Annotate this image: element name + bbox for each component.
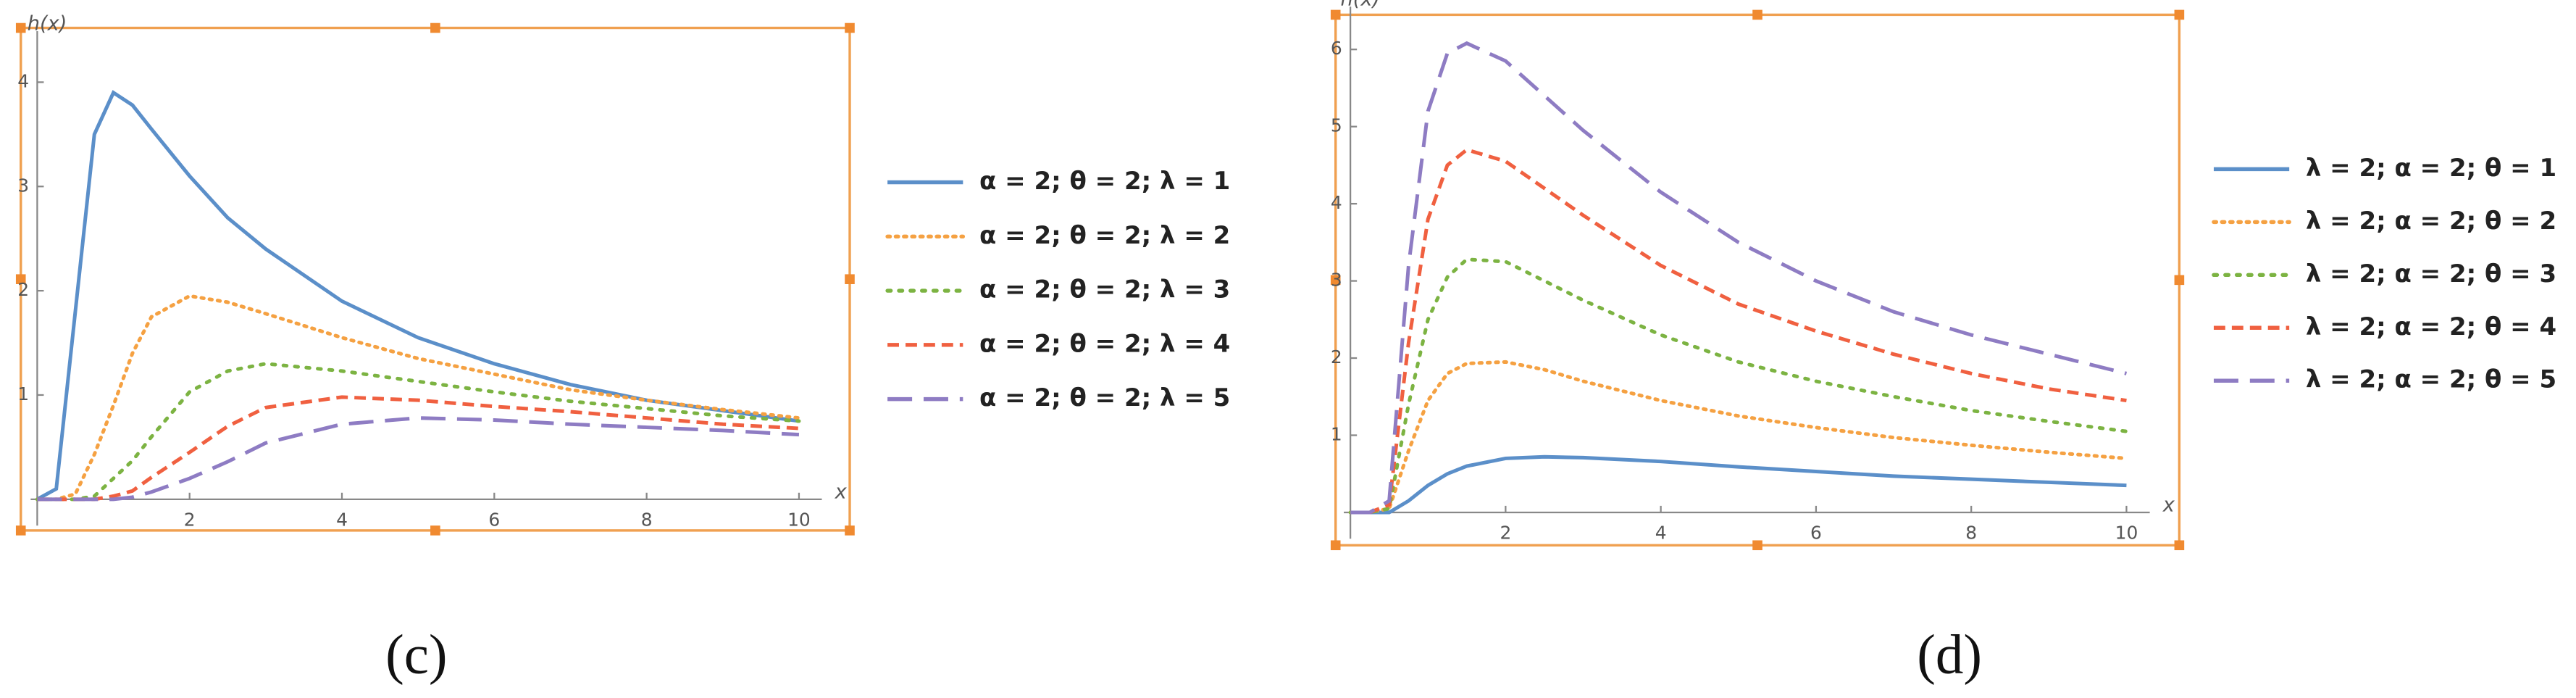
panel-label: (c) — [385, 623, 447, 686]
series-line — [1350, 41, 2128, 515]
frame-handle — [15, 525, 26, 536]
frame — [1334, 13, 2181, 547]
series-line — [37, 395, 800, 502]
series-line — [37, 416, 800, 502]
frame-handle — [845, 274, 855, 284]
x-tick-label: 2 — [184, 509, 196, 530]
legend-label: λ = 2; α = 2; θ = 4 — [2306, 312, 2556, 341]
y-tick-label: 3 — [17, 175, 29, 196]
series-line — [1348, 360, 2128, 515]
series-line — [36, 90, 800, 502]
x-tick-label: 2 — [1500, 522, 1511, 543]
legend-label: λ = 2; α = 2; θ = 2 — [2306, 207, 2556, 236]
x-axis-label: x — [2162, 494, 2175, 516]
panel-label: (d) — [1917, 623, 1982, 686]
frame-handle — [1330, 275, 1341, 286]
frame-handle — [2174, 540, 2185, 551]
x-tick-label: 8 — [1965, 522, 1977, 543]
series-line — [1348, 257, 2128, 515]
legend-label: λ = 2; α = 2; θ = 5 — [2306, 365, 2556, 394]
legend-label: λ = 2; α = 2; θ = 1 — [2306, 154, 2556, 183]
frame-handle — [1752, 540, 1762, 551]
y-tick-label: 2 — [1331, 346, 1342, 367]
frame-handle — [430, 22, 440, 33]
frame-handle — [1330, 540, 1341, 551]
legend-label: α = 2; θ = 2; λ = 5 — [979, 383, 1230, 412]
frame — [20, 26, 851, 532]
x-tick-label: 10 — [2115, 522, 2138, 543]
x-tick-label: 6 — [488, 509, 500, 530]
legend-label: λ = 2; α = 2; θ = 3 — [2306, 259, 2556, 288]
legend-label: α = 2; θ = 2; λ = 2 — [979, 221, 1230, 250]
x-tick-label: 4 — [336, 509, 348, 530]
legend-label: α = 2; θ = 2; λ = 4 — [979, 329, 1230, 358]
x-axis-label: x — [835, 481, 848, 503]
y-tick-label: 4 — [1331, 192, 1342, 213]
series-line — [1350, 454, 2127, 515]
frame-handle — [1330, 9, 1341, 20]
x-tick-label: 8 — [641, 509, 653, 530]
y-tick-label: 2 — [17, 279, 29, 300]
y-tick-label: 4 — [17, 70, 29, 91]
y-tick-label: 6 — [1331, 38, 1342, 59]
y-tick-label: 1 — [1331, 423, 1342, 444]
frame-handle — [845, 525, 855, 536]
x-tick-label: 10 — [787, 509, 811, 530]
frame-handle — [15, 22, 26, 33]
frame-handle — [845, 22, 855, 33]
y-tick-label: 3 — [1331, 270, 1342, 291]
y-axis-label: h(x) — [28, 12, 67, 35]
frame-handle — [2174, 275, 2185, 286]
y-axis-label: h(x) — [1341, 0, 1381, 11]
series-line — [1350, 147, 2127, 515]
legend-label: α = 2; θ = 2; λ = 1 — [979, 167, 1230, 196]
frame-handle — [1752, 9, 1762, 20]
x-tick-label: 4 — [1655, 522, 1667, 543]
frame-handle — [430, 525, 440, 536]
x-tick-label: 6 — [1810, 522, 1822, 543]
series-line — [35, 294, 801, 502]
y-tick-label: 5 — [1331, 115, 1342, 136]
legend-label: α = 2; θ = 2; λ = 3 — [979, 275, 1230, 304]
frame-handle — [15, 274, 26, 284]
y-tick-label: 1 — [17, 383, 29, 404]
frame-handle — [2174, 9, 2185, 20]
series-line — [35, 362, 801, 502]
